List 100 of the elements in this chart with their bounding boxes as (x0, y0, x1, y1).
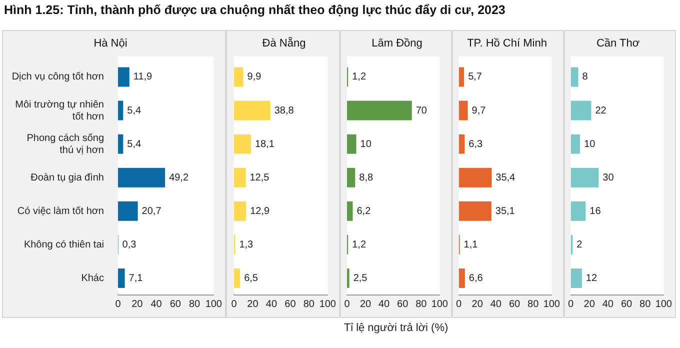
bar (458, 201, 492, 221)
data-label: 35,4 (496, 172, 516, 184)
bar (570, 168, 599, 188)
bar (118, 201, 138, 221)
x-tick-label: 40 (266, 298, 278, 310)
x-tick-label: 0 (115, 298, 122, 310)
data-label: 70 (416, 105, 428, 116)
data-label: 12,9 (250, 206, 270, 217)
chart-title: TP. Hồ Chí Minh (467, 38, 547, 50)
bar (234, 67, 244, 87)
x-tick-label: 60 (397, 298, 409, 310)
x-tick-label: 100 (543, 298, 560, 310)
y-tick-label: Khác (81, 272, 104, 284)
data-label: 8,8 (359, 172, 374, 184)
x-tick-label: 40 (490, 298, 502, 310)
bar (118, 100, 124, 120)
y-tick-label: Môi trường tự nhiên tốt hơn (15, 99, 104, 122)
bar (570, 67, 578, 87)
y-tick-label: Đoàn tụ gia đình (30, 172, 104, 184)
bar (458, 168, 492, 188)
data-label: 0,3 (122, 239, 137, 250)
data-label: 1,3 (239, 239, 254, 250)
bar (234, 168, 246, 188)
data-label: 5,4 (127, 138, 142, 150)
data-label: 7,1 (128, 272, 144, 284)
data-label: 49,2 (169, 172, 189, 184)
data-label: 10 (360, 138, 372, 150)
bar (234, 100, 270, 120)
data-label: 20,7 (142, 206, 162, 217)
data-label: 2,5 (353, 272, 368, 284)
chart-title: Đà Nẵng (262, 36, 306, 50)
data-label: 12 (586, 272, 598, 284)
x-tick-label: 20 (132, 298, 144, 310)
bar (118, 268, 125, 288)
x-tick-label: 40 (378, 298, 390, 310)
x-tick-label: 100 (319, 298, 336, 310)
y-tick-label: Phong cách sống thú vị hơn (26, 132, 104, 156)
x-tick-label: 20 (472, 298, 484, 310)
bar (570, 134, 580, 154)
data-label: 38,8 (274, 105, 294, 116)
x-tick-label: 80 (528, 298, 540, 310)
data-label: 1,2 (352, 72, 366, 83)
data-label: 6,5 (244, 272, 258, 284)
data-label: 6,3 (468, 138, 483, 150)
data-label: 5,7 (468, 72, 482, 83)
bar (458, 100, 468, 120)
data-label: 2 (576, 239, 583, 250)
data-label: 9,9 (247, 72, 262, 83)
x-tick-label: 100 (205, 298, 222, 310)
x-tick-label: 60 (620, 298, 633, 310)
x-tick-label: 100 (431, 298, 448, 310)
data-label: 30 (602, 172, 614, 184)
data-label: 12,5 (250, 172, 270, 184)
x-tick-label: 80 (640, 298, 652, 310)
x-tick-label: 60 (170, 298, 182, 310)
x-tick-label: 40 (602, 298, 614, 310)
x-tick-label: 80 (188, 298, 201, 310)
data-label: 10 (584, 138, 596, 150)
x-tick-label: 0 (344, 298, 350, 310)
data-label: 22 (595, 105, 607, 116)
x-tick-label: 40 (150, 298, 162, 310)
data-label: 35,1 (495, 206, 516, 217)
data-label: 18,1 (254, 138, 275, 150)
bar (570, 201, 586, 221)
x-tick-label: 20 (584, 298, 596, 310)
bar (347, 201, 353, 221)
bar (234, 201, 246, 221)
bar (458, 134, 465, 154)
y-tick-label: Không có thiên tai (24, 239, 104, 250)
data-label: 8 (582, 72, 588, 83)
x-tick-label: 80 (416, 298, 428, 310)
x-tick-label: 20 (247, 298, 259, 310)
x-tick-label: 60 (284, 298, 296, 310)
bar (118, 168, 166, 188)
data-label: 11,9 (133, 72, 153, 83)
data-label: 16 (590, 206, 602, 217)
data-label: 1,1 (464, 239, 478, 250)
y-tick-label: Dịch vụ công tốt hơn (12, 72, 104, 83)
data-label: 6,6 (468, 272, 484, 284)
bar (458, 268, 465, 288)
x-tick-label: 0 (456, 298, 462, 310)
x-axis-title: Tỉ lệ người trả lời (%) (344, 322, 448, 334)
x-tick-label: 20 (360, 298, 372, 310)
bar (234, 134, 251, 154)
bar (234, 268, 240, 288)
x-tick-label: 80 (303, 298, 315, 310)
x-tick-label: 100 (655, 298, 672, 310)
chart-title: Hà Nội (94, 38, 128, 50)
bar (347, 134, 356, 154)
chart-title: Cần Thơ (596, 38, 640, 50)
bar (458, 67, 464, 87)
data-label: 5,4 (127, 105, 142, 116)
bar (347, 168, 356, 188)
bar (570, 268, 582, 288)
bar (118, 134, 124, 154)
x-tick-label: 0 (568, 298, 574, 310)
y-tick-label: Có việc làm tốt hơn (17, 206, 104, 217)
x-tick-label: 60 (508, 298, 521, 310)
data-label: 9,7 (472, 105, 486, 116)
bar (570, 100, 592, 120)
